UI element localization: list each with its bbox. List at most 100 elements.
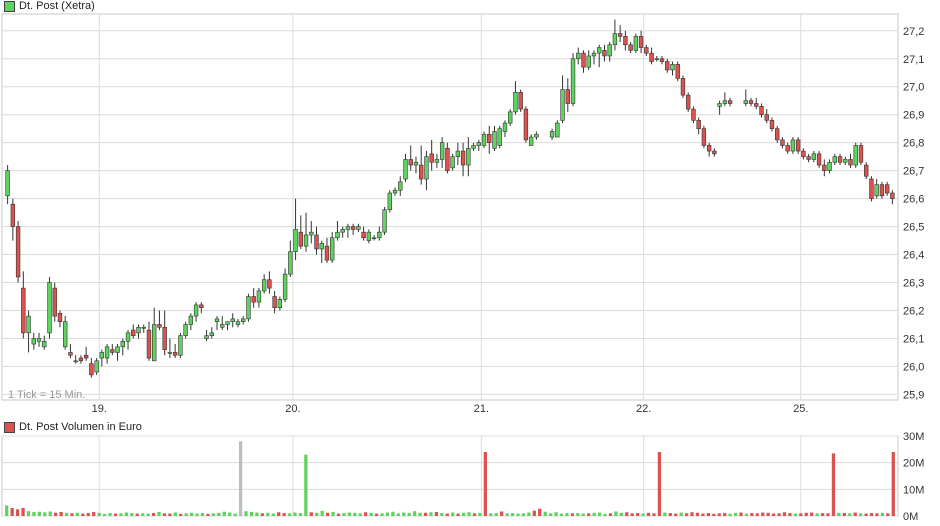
volume-bar xyxy=(130,513,134,516)
candle-body xyxy=(282,273,288,300)
price-y-tick-label: 26,6 xyxy=(903,194,924,206)
candle-body xyxy=(21,287,26,334)
candle-body xyxy=(534,133,539,138)
candle-body xyxy=(319,243,324,250)
volume-bar xyxy=(831,453,836,516)
candle-body xyxy=(52,287,57,317)
volume-bar xyxy=(206,513,210,516)
candle-body xyxy=(78,357,84,362)
candle-body xyxy=(26,315,31,334)
candle-body xyxy=(204,335,209,339)
volume-bar xyxy=(554,512,558,516)
volume-bar xyxy=(619,512,623,516)
candle-body xyxy=(73,360,78,363)
price-gridlines xyxy=(2,14,898,516)
candle-body xyxy=(843,159,848,163)
candle-body xyxy=(727,100,733,104)
volume-bar xyxy=(788,513,792,516)
volume-bar xyxy=(249,512,254,516)
price-y-tick-label: 27,2 xyxy=(903,26,924,38)
candle-body xyxy=(303,234,309,247)
candle-body xyxy=(167,352,173,354)
candle-body xyxy=(743,100,748,104)
volume-bar xyxy=(440,513,444,516)
volume-bar xyxy=(706,513,710,516)
candle-body xyxy=(152,324,157,362)
candle-body xyxy=(581,52,586,68)
volume-bar xyxy=(244,511,248,516)
candle-body xyxy=(214,318,220,322)
candle-body xyxy=(602,50,607,57)
volume-y-axis: 30M 20M 10M 0M xyxy=(903,431,924,523)
volume-bar xyxy=(413,511,417,516)
candle-body xyxy=(701,128,707,146)
volume-bar xyxy=(325,512,330,516)
candle-body xyxy=(513,92,518,113)
volume-bar xyxy=(695,512,700,516)
volume-bar xyxy=(353,512,357,516)
volume-bar xyxy=(859,513,863,516)
candle-body xyxy=(811,153,817,160)
candle-body xyxy=(712,150,717,155)
volume-bar xyxy=(521,513,526,516)
candle-body xyxy=(476,142,481,146)
candle-body xyxy=(345,226,351,230)
volume-bar xyxy=(771,513,776,516)
volume-bar xyxy=(32,512,36,516)
volume-bar xyxy=(445,513,449,516)
volume-bar xyxy=(472,513,477,516)
volume-bar xyxy=(407,513,411,516)
volume-bar xyxy=(869,513,874,516)
volume-bar xyxy=(543,511,547,516)
candle-body xyxy=(277,299,283,308)
candle-body xyxy=(408,159,413,166)
candle-body xyxy=(644,47,649,54)
candle-body xyxy=(251,296,256,303)
candle-body xyxy=(466,147,471,166)
volume-bar xyxy=(674,513,678,516)
candle-body xyxy=(89,363,94,376)
candle-body xyxy=(686,94,691,110)
candle-body xyxy=(246,296,251,320)
volume-bar xyxy=(565,513,569,516)
volume-bar xyxy=(43,512,47,516)
candle-body xyxy=(230,318,235,322)
candle-body xyxy=(492,131,497,149)
volume-bar xyxy=(162,513,167,516)
candle-body xyxy=(691,108,696,121)
volume-bar xyxy=(168,513,172,516)
volume-bar xyxy=(151,513,156,516)
volume-bar xyxy=(608,513,613,516)
volume-bar xyxy=(293,512,297,516)
candle-body xyxy=(869,178,874,199)
candle-body xyxy=(162,326,167,350)
volume-bar xyxy=(21,508,25,516)
candle-body xyxy=(471,145,476,149)
candle-body xyxy=(15,226,21,278)
candle-body xyxy=(47,282,52,334)
candle-body xyxy=(565,89,570,104)
candle-body xyxy=(424,156,429,180)
volume-bar xyxy=(804,512,808,516)
volume-y-tick-label: 30M xyxy=(903,431,924,443)
volume-bar xyxy=(119,513,123,516)
volume-bar xyxy=(10,508,14,516)
candle-body xyxy=(267,279,272,289)
volume-bar xyxy=(86,513,90,516)
volume-bar xyxy=(739,512,743,516)
volume-bar xyxy=(358,513,362,516)
candle-body xyxy=(199,304,204,308)
volume-bar xyxy=(15,509,20,516)
candle-body xyxy=(387,192,392,211)
candle-body xyxy=(324,245,330,261)
volume-bar xyxy=(124,512,129,516)
volume-bar xyxy=(842,513,846,516)
candle-body xyxy=(36,338,42,342)
candle-body xyxy=(832,156,837,163)
price-y-tick-label: 26,3 xyxy=(903,278,924,290)
volume-bar xyxy=(652,513,656,516)
volume-bar xyxy=(614,511,618,516)
candle-body xyxy=(57,312,63,322)
x-axis-day-labels: 19. 20. 21. 22. 25. xyxy=(92,403,809,415)
candle-body xyxy=(696,119,701,129)
